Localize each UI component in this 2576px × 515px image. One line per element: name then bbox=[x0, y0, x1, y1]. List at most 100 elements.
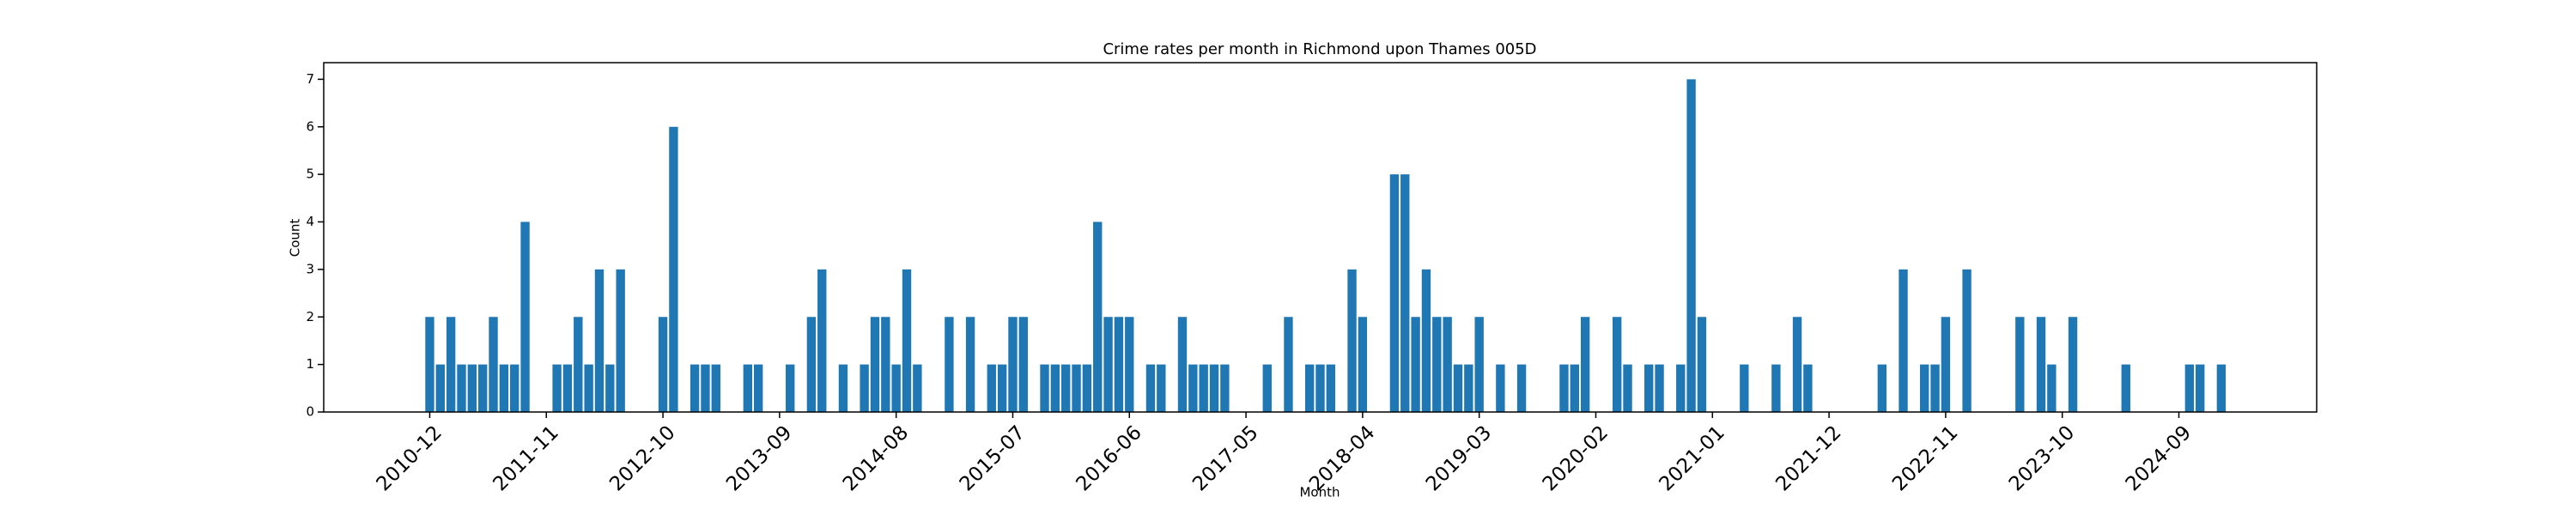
bar bbox=[1580, 317, 1590, 412]
bar bbox=[1771, 364, 1781, 412]
y-tick-label: 1 bbox=[306, 356, 314, 372]
bar bbox=[467, 364, 477, 412]
bar bbox=[690, 364, 700, 412]
bar bbox=[616, 269, 625, 412]
bar bbox=[2184, 364, 2195, 412]
bar bbox=[997, 364, 1007, 412]
bar bbox=[1432, 317, 1442, 412]
bar bbox=[1474, 317, 1484, 412]
bar bbox=[446, 317, 456, 412]
bar bbox=[1157, 364, 1166, 412]
bar bbox=[786, 364, 795, 412]
bar bbox=[1082, 364, 1092, 412]
bar bbox=[425, 317, 434, 412]
bar bbox=[806, 317, 817, 412]
bar bbox=[2068, 317, 2078, 412]
bar bbox=[2047, 364, 2057, 412]
x-axis-label: Month bbox=[1299, 485, 1340, 500]
bar bbox=[1400, 174, 1410, 412]
bar bbox=[1072, 364, 1081, 412]
bar bbox=[1877, 364, 1887, 412]
bar bbox=[562, 364, 573, 412]
bar bbox=[1145, 364, 1156, 412]
bar bbox=[1930, 364, 1940, 412]
bar bbox=[1496, 364, 1505, 412]
bar bbox=[552, 364, 562, 412]
bar bbox=[1347, 269, 1357, 412]
bar bbox=[860, 364, 869, 412]
y-tick-label: 2 bbox=[306, 309, 314, 324]
bar bbox=[1103, 317, 1113, 412]
bar bbox=[520, 221, 530, 412]
bar bbox=[1284, 317, 1293, 412]
bar bbox=[902, 269, 912, 412]
bar bbox=[510, 364, 519, 412]
bar bbox=[987, 364, 996, 412]
bar bbox=[1655, 364, 1664, 412]
bar bbox=[1697, 317, 1707, 412]
bar bbox=[1570, 364, 1579, 412]
y-tick-label: 0 bbox=[306, 404, 314, 420]
bar bbox=[711, 364, 720, 412]
bar bbox=[2015, 317, 2025, 412]
bar bbox=[1040, 364, 1049, 412]
bar bbox=[1304, 364, 1315, 412]
bar bbox=[1920, 364, 1929, 412]
bar bbox=[1188, 364, 1198, 412]
bar bbox=[658, 317, 668, 412]
bar bbox=[1199, 364, 1208, 412]
bar bbox=[1389, 174, 1400, 412]
bar bbox=[457, 364, 466, 412]
bar bbox=[1125, 317, 1134, 412]
bar bbox=[1315, 364, 1325, 412]
y-axis-label: Count bbox=[288, 219, 303, 258]
y-tick-label: 3 bbox=[306, 261, 314, 276]
bar bbox=[881, 317, 890, 412]
bar bbox=[945, 317, 954, 412]
bar bbox=[489, 317, 498, 412]
bar bbox=[753, 364, 763, 412]
bar bbox=[478, 364, 488, 412]
bar bbox=[1209, 364, 1219, 412]
bar bbox=[1676, 364, 1686, 412]
bar bbox=[1899, 269, 1908, 412]
bar bbox=[1018, 317, 1029, 412]
bar bbox=[2196, 364, 2205, 412]
bar bbox=[701, 364, 710, 412]
chart-title: Crime rates per month in Richmond upon T… bbox=[1103, 40, 1536, 58]
bar bbox=[1516, 364, 1527, 412]
bar bbox=[891, 364, 901, 412]
bar bbox=[1220, 364, 1230, 412]
bar bbox=[1114, 317, 1124, 412]
y-tick-label: 6 bbox=[306, 118, 314, 134]
bar bbox=[574, 317, 583, 412]
bar bbox=[870, 317, 880, 412]
y-tick-label: 5 bbox=[306, 167, 314, 182]
bar bbox=[1962, 269, 1971, 412]
plot-frame bbox=[323, 62, 2318, 413]
bar bbox=[1326, 364, 1336, 412]
bar bbox=[1941, 317, 1951, 412]
bar bbox=[1792, 317, 1802, 412]
bar bbox=[605, 364, 615, 412]
bar bbox=[1559, 364, 1569, 412]
bar bbox=[1411, 317, 1420, 412]
bar bbox=[913, 364, 922, 412]
bar bbox=[584, 364, 593, 412]
bar bbox=[838, 364, 848, 412]
bar bbox=[1686, 79, 1696, 412]
bar bbox=[1803, 364, 1813, 412]
bar bbox=[2036, 317, 2046, 412]
bar bbox=[1093, 221, 1103, 412]
bar bbox=[1644, 364, 1654, 412]
bar bbox=[1262, 364, 1272, 412]
bar bbox=[2121, 364, 2130, 412]
bar bbox=[1008, 317, 1018, 412]
bar bbox=[1453, 364, 1463, 412]
bar bbox=[1358, 317, 1368, 412]
bar bbox=[499, 364, 509, 412]
bar bbox=[1623, 364, 1632, 412]
bar bbox=[1612, 317, 1622, 412]
